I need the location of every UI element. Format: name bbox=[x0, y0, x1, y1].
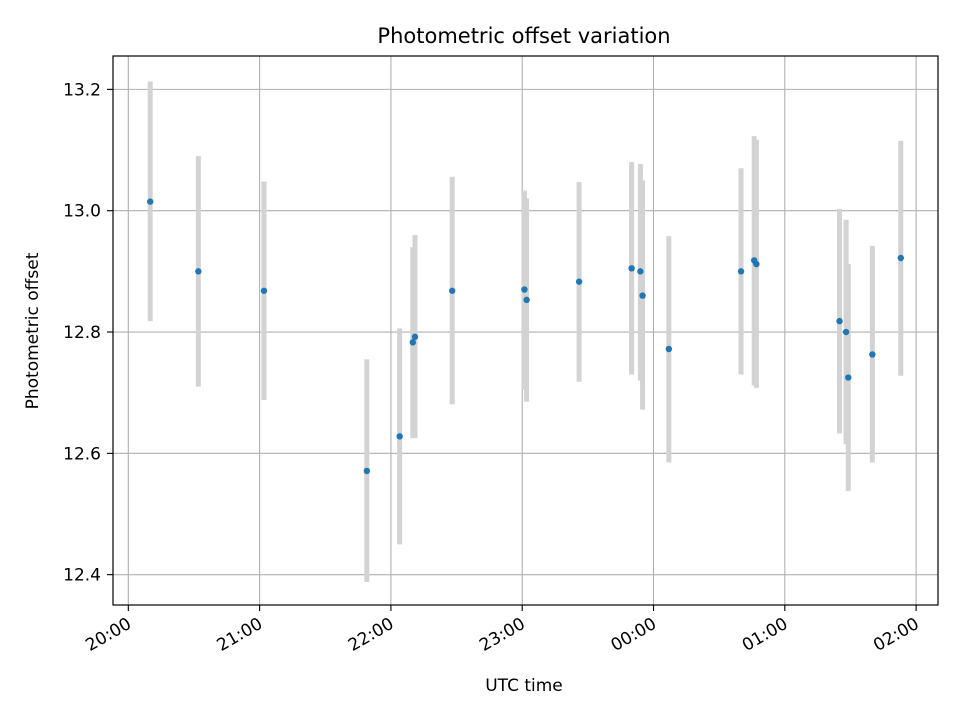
data-point bbox=[628, 265, 635, 272]
data-point bbox=[845, 374, 852, 381]
data-point bbox=[869, 351, 876, 358]
data-point bbox=[639, 292, 646, 299]
chart-title: Photometric offset variation bbox=[377, 24, 670, 48]
y-axis-ticks: 12.4 12.6 12.8 13.0 13.2 bbox=[63, 80, 113, 586]
data-point bbox=[665, 345, 673, 353]
data-point bbox=[396, 433, 403, 440]
data-point bbox=[753, 260, 760, 268]
data-point bbox=[836, 317, 843, 325]
data-point bbox=[411, 333, 419, 341]
data-point bbox=[147, 198, 154, 205]
data-point bbox=[195, 268, 202, 275]
y-tick-label: 13.0 bbox=[63, 202, 101, 222]
data-point bbox=[448, 287, 456, 294]
data-point bbox=[521, 286, 528, 293]
y-axis-title: Photometric offset bbox=[23, 252, 43, 409]
data-point bbox=[897, 254, 904, 262]
data-point bbox=[737, 268, 745, 275]
x-axis-title: UTC time bbox=[485, 676, 563, 696]
data-point bbox=[363, 467, 371, 475]
data-point bbox=[523, 296, 530, 304]
data-point bbox=[575, 278, 583, 285]
grid-layer bbox=[113, 56, 938, 605]
y-tick-label: 12.4 bbox=[63, 566, 101, 586]
y-tick-label: 12.6 bbox=[63, 444, 101, 464]
data-point bbox=[260, 287, 268, 294]
data-point bbox=[409, 339, 417, 346]
y-tick-label: 13.2 bbox=[63, 80, 101, 100]
plot-frame bbox=[112, 55, 939, 606]
marker-layer bbox=[147, 198, 904, 475]
y-tick-label: 12.8 bbox=[63, 323, 101, 343]
data-point bbox=[842, 328, 850, 336]
data-point bbox=[637, 268, 644, 275]
